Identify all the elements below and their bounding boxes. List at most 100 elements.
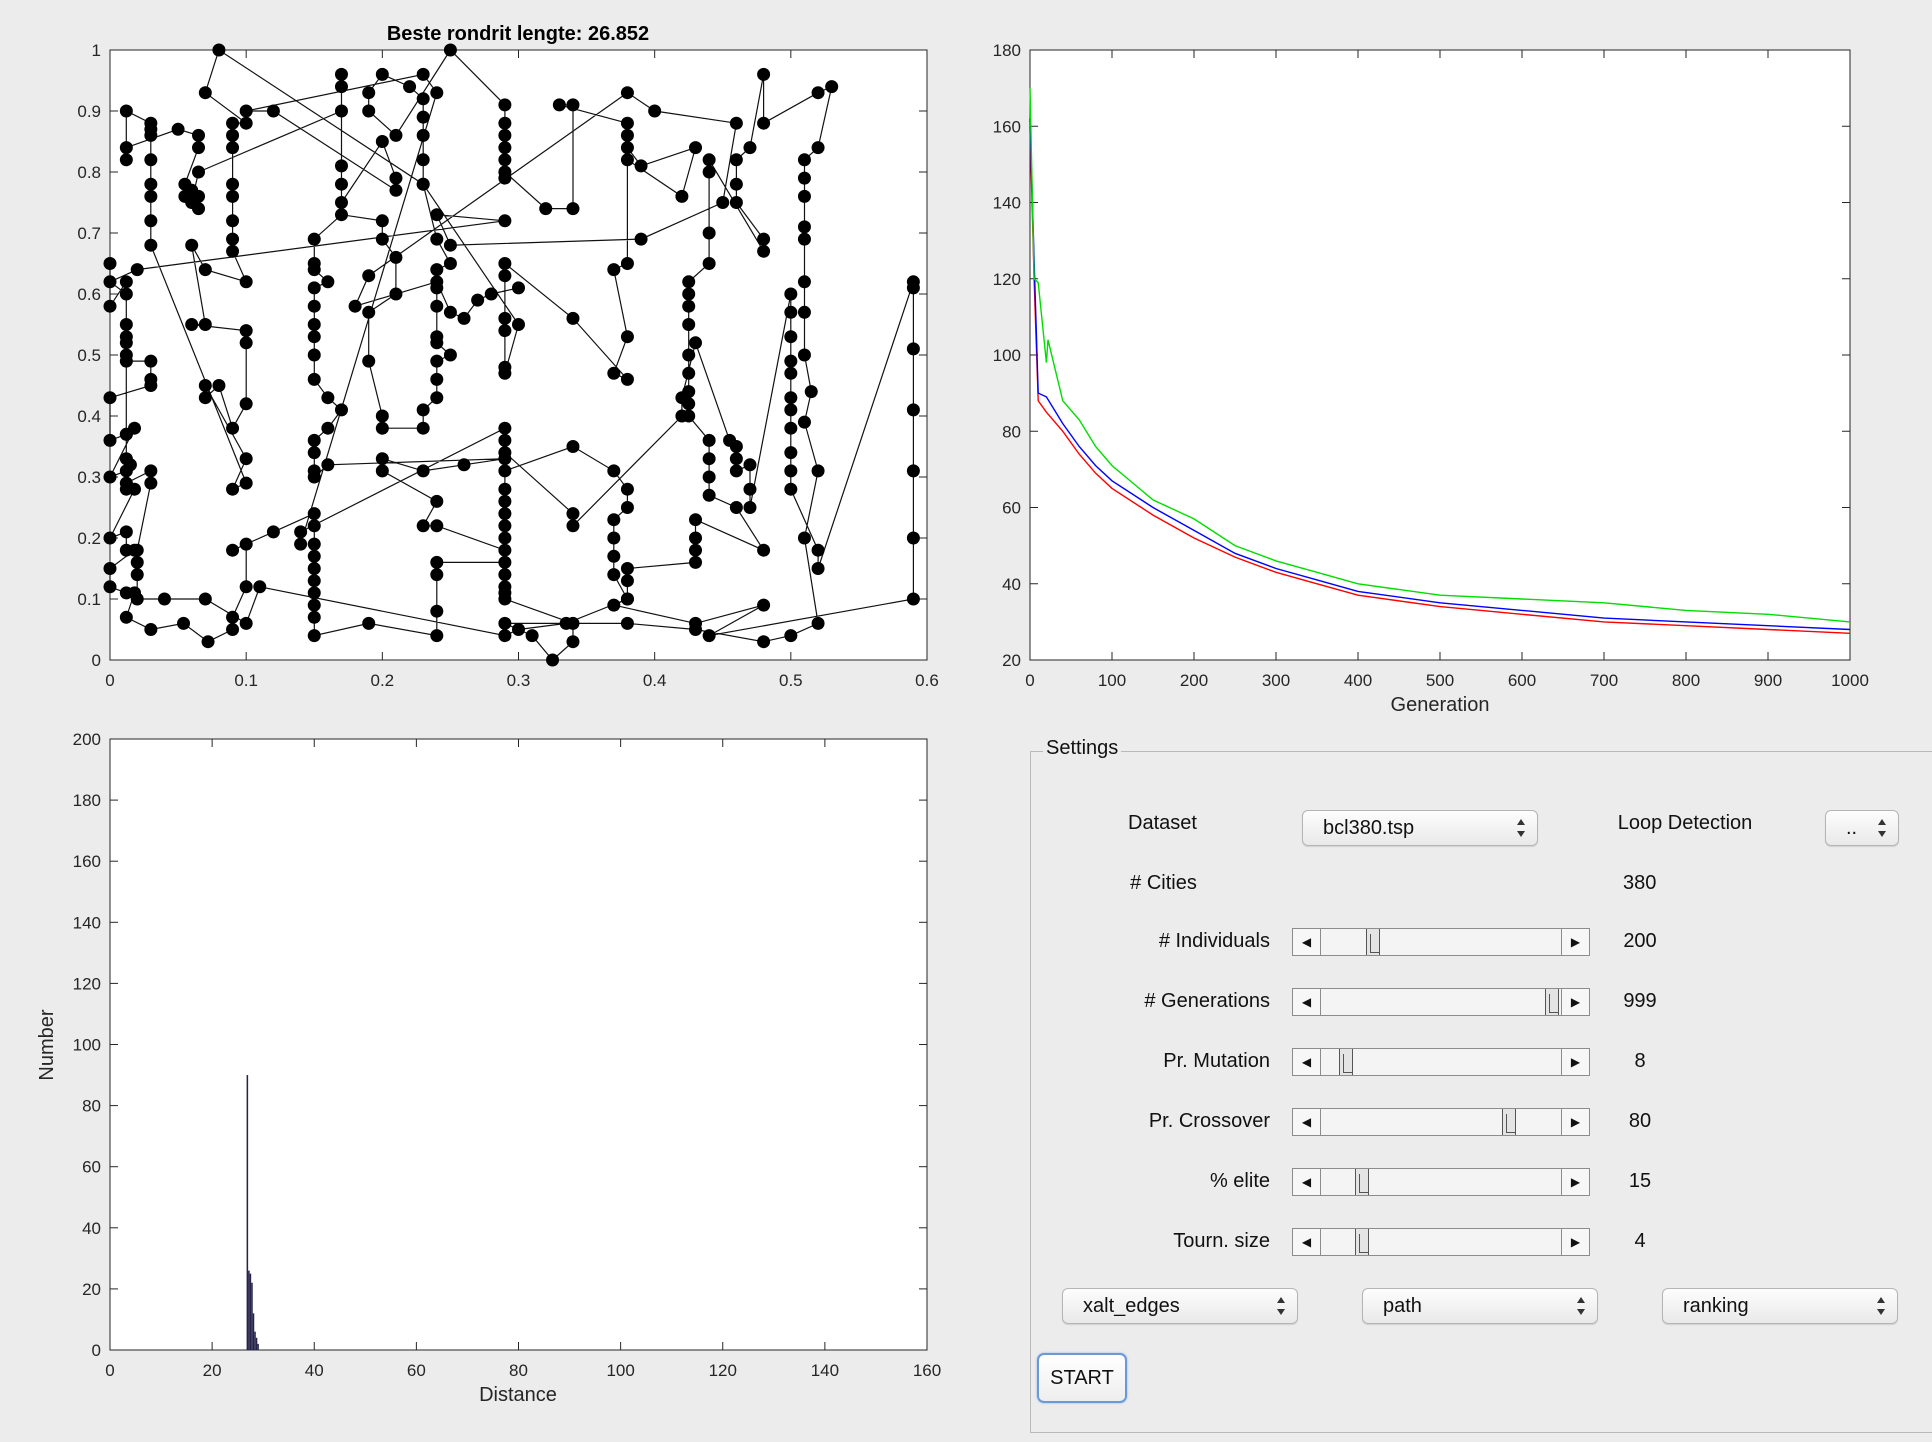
- tour-city-point: [307, 574, 321, 588]
- slider-value: 200: [1623, 930, 1657, 952]
- progress-y-tick-label: 160: [993, 117, 1021, 136]
- tour-city-point: [266, 525, 280, 539]
- tour-city-point: [307, 610, 321, 624]
- tour-city-point: [471, 293, 485, 307]
- tour-city-point: [239, 397, 253, 411]
- tour-city-point: [682, 275, 696, 289]
- slider-right-arrow-icon[interactable]: ▶: [1561, 1169, 1589, 1195]
- tour-x-tick-label: 0.2: [371, 671, 395, 690]
- slider-track[interactable]: ◀ ▶: [1292, 1108, 1590, 1136]
- tour-city-point: [811, 141, 825, 155]
- slider-left-arrow-icon[interactable]: ◀: [1293, 1109, 1321, 1135]
- tour-x-tick-label: 0: [105, 671, 114, 690]
- hist-x-tick-label: 160: [913, 1361, 941, 1380]
- tour-city-point: [307, 629, 321, 643]
- tour-city-point: [119, 275, 133, 289]
- hist-bar: [251, 1282, 253, 1350]
- slider-left-arrow-icon[interactable]: ◀: [1293, 929, 1321, 955]
- slider-label: Tourn. size: [1173, 1230, 1270, 1252]
- slider-value: 15: [1628, 1170, 1652, 1192]
- tour-city-point: [119, 452, 133, 466]
- crossover-select[interactable]: xalt_edges: [1062, 1288, 1298, 1324]
- tour-city-point: [130, 543, 144, 557]
- slider-track[interactable]: ◀ ▶: [1292, 1228, 1590, 1256]
- tour-city-point: [498, 214, 512, 228]
- slider-thumb[interactable]: [1354, 1229, 1369, 1255]
- slider-right-arrow-icon[interactable]: ▶: [1561, 1109, 1589, 1135]
- slider-right-arrow-icon[interactable]: ▶: [1561, 989, 1589, 1015]
- tour-city-point: [226, 189, 240, 203]
- tour-city-point: [757, 67, 771, 81]
- slider-track[interactable]: ◀ ▶: [1292, 1048, 1590, 1076]
- slider-thumb[interactable]: [1339, 1049, 1354, 1075]
- tour-city-point: [119, 104, 133, 118]
- tour-city-point: [906, 531, 920, 545]
- slider-track[interactable]: ◀ ▶: [1292, 928, 1590, 956]
- tour-y-tick-label: 0.5: [77, 346, 101, 365]
- tour-city-point: [498, 568, 512, 582]
- tour-city-point: [797, 220, 811, 234]
- hist-y-tick-label: 120: [73, 974, 101, 993]
- settings-panel: [1030, 751, 1932, 1433]
- slider-thumb[interactable]: [1544, 989, 1559, 1015]
- tour-city-point: [797, 153, 811, 167]
- dataset-select[interactable]: bcl380.tsp: [1302, 810, 1538, 846]
- tour-city-point: [498, 543, 512, 557]
- tour-city-point: [416, 519, 430, 533]
- slider-left-arrow-icon[interactable]: ◀: [1293, 1169, 1321, 1195]
- tour-city-point: [498, 311, 512, 325]
- slider-right-arrow-icon[interactable]: ▶: [1561, 1049, 1589, 1075]
- tour-city-point: [743, 482, 757, 496]
- hist-x-tick-label: 40: [305, 1361, 324, 1380]
- tour-city-point: [389, 250, 403, 264]
- slider-value: 4: [1634, 1230, 1646, 1252]
- tour-city-point: [729, 177, 743, 191]
- tour-city-point: [620, 116, 634, 130]
- progress-x-tick-label: 500: [1426, 671, 1454, 690]
- slider-left-arrow-icon[interactable]: ◀: [1293, 1049, 1321, 1075]
- tour-city-point: [457, 458, 471, 472]
- slider-thumb[interactable]: [1366, 929, 1381, 955]
- slider-track[interactable]: ◀ ▶: [1292, 1168, 1590, 1196]
- tour-city-point: [307, 318, 321, 331]
- hist-axes-box: [109, 738, 928, 1351]
- slider-label: # Individuals: [1158, 930, 1270, 952]
- tour-city-point: [546, 653, 560, 667]
- tour-x-tick-label: 0.5: [779, 671, 803, 690]
- tour-city-point: [498, 433, 512, 447]
- tour-city-point: [498, 446, 512, 460]
- slider-right-arrow-icon[interactable]: ▶: [1561, 929, 1589, 955]
- selection-select[interactable]: ranking: [1662, 1288, 1898, 1324]
- tour-city-point: [103, 299, 117, 313]
- loop-detection-select[interactable]: ..: [1825, 810, 1899, 846]
- tour-city-point: [144, 153, 158, 167]
- tour-city-point: [729, 196, 743, 209]
- start-button[interactable]: START: [1037, 1353, 1127, 1403]
- updown-arrows-icon: [1577, 1297, 1585, 1315]
- hist-x-tick-label: 20: [203, 1361, 222, 1380]
- slider-thumb[interactable]: [1501, 1109, 1516, 1135]
- slider-track[interactable]: ◀ ▶: [1292, 988, 1590, 1016]
- tour-city-point: [430, 568, 444, 582]
- tour-city-point: [198, 86, 212, 100]
- histogram-plot: 0 20 40 60 80 100 120 140 160 0 20 40 60 80 100 120 140 1…: [36, 730, 941, 1406]
- tour-city-point: [539, 202, 553, 216]
- tour-city-point: [226, 610, 240, 624]
- tour-city-point: [103, 531, 117, 545]
- tour-city-point: [226, 421, 240, 435]
- slider-left-arrow-icon[interactable]: ◀: [1293, 989, 1321, 1015]
- representation-select[interactable]: path: [1362, 1288, 1598, 1324]
- slider-right-arrow-icon[interactable]: ▶: [1561, 1229, 1589, 1255]
- tour-city-point: [119, 525, 133, 539]
- tour-city-point: [797, 189, 811, 203]
- slider-left-arrow-icon[interactable]: ◀: [1293, 1229, 1321, 1255]
- tour-city-point: [784, 366, 798, 380]
- slider-thumb[interactable]: [1354, 1169, 1369, 1195]
- tour-city-point: [430, 555, 444, 569]
- tour-city-point: [498, 616, 512, 630]
- tour-city-point: [239, 537, 253, 551]
- tour-city-point: [321, 275, 335, 289]
- progress-x-tick-label: 900: [1754, 671, 1782, 690]
- hist-y-tick-label: 20: [82, 1280, 101, 1299]
- tour-city-point: [103, 257, 117, 270]
